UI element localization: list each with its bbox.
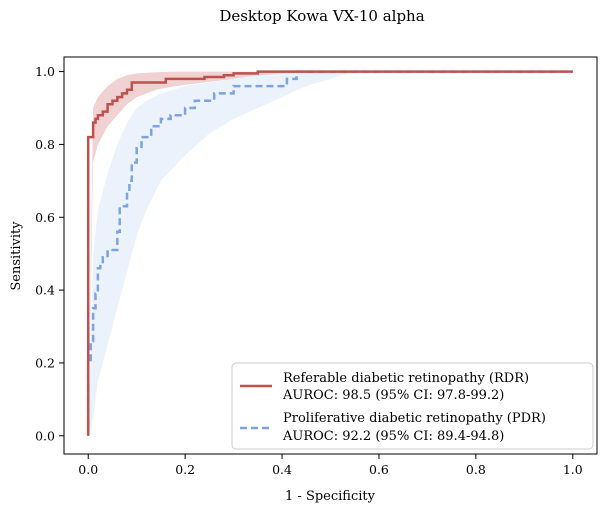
y-tick-label: 0.0 — [35, 428, 55, 443]
x-axis-label: 1 - Specificity — [285, 489, 376, 504]
x-axis-ticks: 0.0 0.2 0.4 0.6 0.8 1.0 — [78, 454, 583, 477]
legend: Referable diabetic retinopathy (RDR) AUR… — [231, 362, 594, 450]
x-tick-label: 0.6 — [369, 462, 389, 477]
y-tick-label: 0.8 — [35, 137, 55, 152]
x-tick-label: 0.2 — [175, 462, 195, 477]
x-tick-label: 0.8 — [466, 462, 486, 477]
legend-pdr-label: Proliferative diabetic retinopathy (PDR) — [283, 411, 546, 426]
x-tick-label: 1.0 — [563, 462, 583, 477]
y-tick-label: 0.2 — [35, 355, 55, 370]
y-tick-label: 0.4 — [35, 283, 55, 298]
y-tick-label: 0.6 — [35, 210, 55, 225]
legend-rdr-auroc: AUROC: 98.5 (95% CI: 97.8-99.2) — [282, 388, 504, 403]
y-tick-label: 1.0 — [35, 64, 55, 79]
x-tick-label: 0.0 — [78, 462, 98, 477]
roc-curves — [86, 70, 573, 436]
chart-title: Desktop Kowa VX-10 alpha — [219, 7, 424, 25]
pdr-roc-curve — [86, 70, 573, 436]
plot-frame — [63, 56, 598, 455]
y-axis-label: Sensitivity — [9, 221, 24, 291]
legend-pdr-auroc: AUROC: 92.2 (95% CI: 89.4-94.8) — [282, 429, 504, 444]
legend-box — [231, 362, 594, 450]
rdr-roc-curve — [86, 70, 573, 436]
legend-rdr-label: Referable diabetic retinopathy (RDR) — [283, 371, 529, 386]
x-tick-label: 0.4 — [272, 462, 292, 477]
y-axis-ticks: 0.0 0.2 0.4 0.6 0.8 1.0 — [35, 64, 64, 443]
